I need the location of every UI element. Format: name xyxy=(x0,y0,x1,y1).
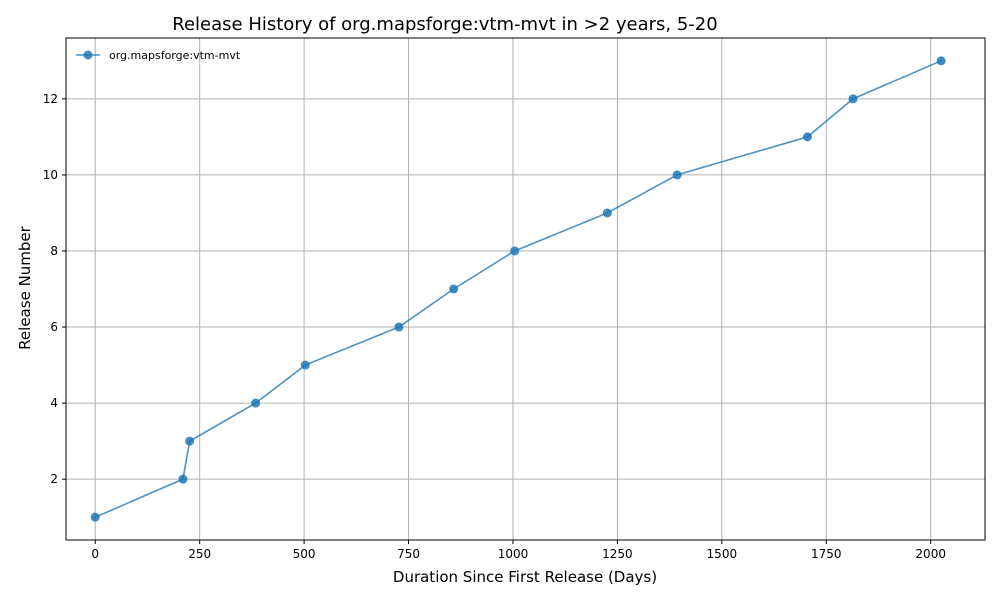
plot-frame xyxy=(65,37,986,541)
x-tick-label: 1500 xyxy=(707,547,738,561)
y-tick-label: 4 xyxy=(50,396,58,410)
data-point xyxy=(848,94,858,104)
x-tick-label: 750 xyxy=(397,547,420,561)
x-tick-label: 250 xyxy=(188,547,211,561)
y-tick-label: 12 xyxy=(43,92,58,106)
data-point xyxy=(802,132,812,142)
data-point xyxy=(178,474,188,484)
y-tick-label: 2 xyxy=(50,472,58,486)
data-point xyxy=(300,360,310,370)
series-layer xyxy=(90,56,946,522)
data-point xyxy=(672,170,682,180)
legend-label: org.mapsforge:vtm-mvt xyxy=(109,49,241,62)
x-axis-label: Duration Since First Release (Days) xyxy=(393,568,657,586)
y-tick-label: 10 xyxy=(43,168,58,182)
x-tick-label: 1000 xyxy=(498,547,529,561)
x-tick-label: 500 xyxy=(293,547,316,561)
x-tick-label: 0 xyxy=(91,547,99,561)
x-tick-label: 2000 xyxy=(915,547,946,561)
data-point xyxy=(90,512,100,522)
data-point xyxy=(251,398,261,408)
data-point xyxy=(185,436,195,446)
y-axis-ticks: 2 4 6 8 10 12 xyxy=(43,92,66,486)
x-tick-label: 1250 xyxy=(602,547,633,561)
x-axis-ticks: 0 250 500 750 1000 1250 1500 1750 2000 xyxy=(91,540,946,561)
x-tick-label: 1750 xyxy=(811,547,842,561)
grid xyxy=(66,38,985,540)
y-axis-label: Release Number xyxy=(16,225,34,349)
data-point xyxy=(449,284,459,294)
legend-marker xyxy=(83,50,93,60)
data-point xyxy=(394,322,404,332)
y-tick-label: 6 xyxy=(50,320,58,334)
legend: org.mapsforge:vtm-mvt xyxy=(76,49,241,62)
y-tick-label: 8 xyxy=(50,244,58,258)
data-point xyxy=(602,208,612,218)
chart-title: Release History of org.mapsforge:vtm-mvt… xyxy=(172,14,717,35)
data-point xyxy=(510,246,520,256)
data-point xyxy=(936,56,946,66)
